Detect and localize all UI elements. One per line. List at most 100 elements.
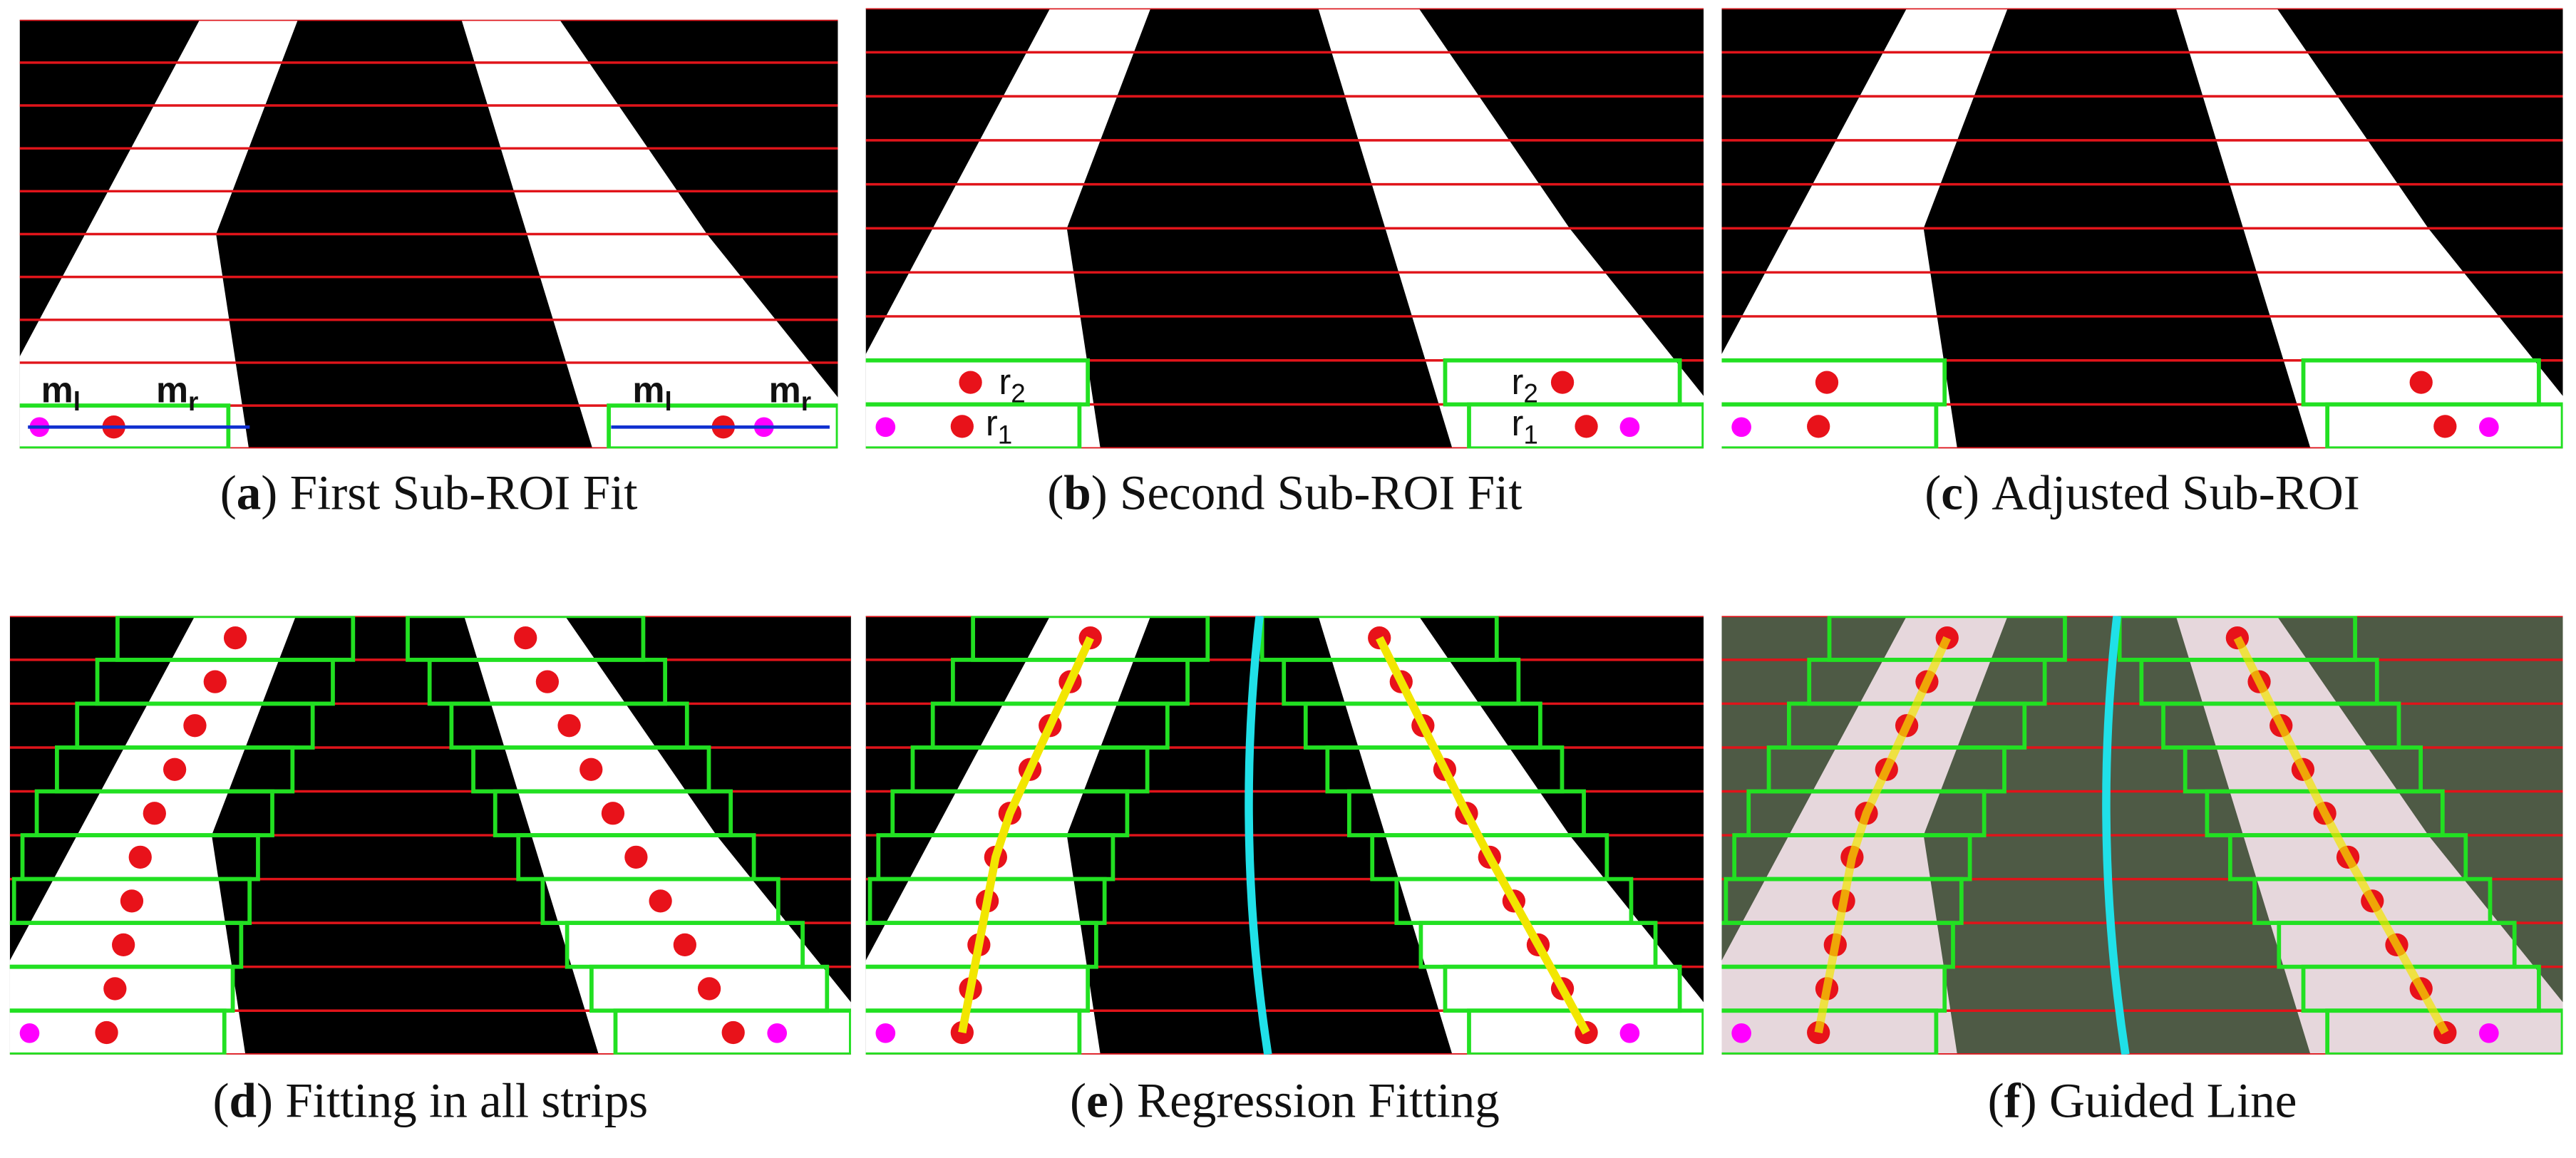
centroid: [557, 714, 581, 738]
centroid: [203, 670, 227, 693]
caption-bracket: ): [261, 465, 277, 520]
panel-image: [19, 19, 838, 449]
caption-bracket: (: [1925, 465, 1941, 520]
roi-label: r1: [1511, 403, 1537, 450]
reference-point: [1731, 417, 1751, 438]
label-text: m: [41, 370, 73, 410]
regression-line: [1814, 636, 1951, 1034]
caption: (f) Guided Line: [1988, 1072, 2297, 1127]
centroid: [128, 845, 152, 869]
label-text: r: [1511, 361, 1523, 402]
centroid: [223, 626, 247, 650]
caption-letter: c: [1941, 465, 1963, 520]
caption-letter: f: [2004, 1072, 2021, 1127]
label-sub: r: [801, 387, 811, 416]
label-text: r: [986, 403, 998, 443]
caption: (e) Regression Fitting: [1070, 1072, 1500, 1127]
reference-point: [1619, 417, 1640, 438]
centroid: [103, 977, 127, 1001]
sub-roi: [2301, 358, 2541, 407]
centroid: [143, 802, 166, 825]
centroid: [1807, 415, 1830, 438]
caption-text: Guided Line: [2049, 1072, 2297, 1127]
sub-roi: [607, 403, 838, 449]
label-text: m: [632, 370, 664, 410]
sub-roi: [865, 358, 1091, 407]
sub-roi: [971, 616, 1210, 662]
centroid: [2409, 371, 2433, 394]
caption-bracket: (: [1070, 1072, 1086, 1127]
centroid: [673, 933, 696, 957]
centroid: [579, 758, 603, 781]
caption-text: Fitting in all strips: [285, 1072, 648, 1127]
caption-letter: d: [230, 1072, 257, 1127]
label-sub: l: [73, 387, 81, 416]
centroid: [514, 626, 537, 650]
centroid: [721, 1020, 745, 1045]
panel: (e) Regression Fitting: [865, 616, 1704, 1127]
reference-point: [1731, 1023, 1751, 1043]
centroid: [120, 889, 144, 913]
centroid: [950, 415, 974, 438]
caption-space: [277, 465, 289, 520]
sub-roi: [1827, 616, 2067, 662]
guided-line: [1245, 616, 1272, 1055]
panel: (d) Fitting in all strips: [9, 616, 851, 1127]
panel-image: [1721, 8, 2563, 449]
sub-roi: [1443, 358, 1682, 407]
roi-label: r2: [1511, 361, 1537, 408]
regression-line: [958, 636, 1094, 1034]
sub-roi: [2117, 616, 2357, 662]
roi-label: mr: [156, 370, 198, 417]
roi-label: r1: [986, 403, 1012, 450]
centroid: [649, 889, 672, 913]
caption-space: [2037, 1072, 2049, 1127]
panel: (f) Guided Line: [1721, 616, 2563, 1127]
label-sub: r: [188, 387, 198, 416]
label-sub: 1: [1523, 420, 1538, 449]
label-text: r: [1511, 403, 1523, 443]
reference-point: [875, 417, 896, 438]
roi-label: mr: [769, 370, 811, 417]
centroid: [1575, 415, 1598, 438]
label-sub: 2: [1523, 379, 1538, 408]
sub-roi: [1721, 358, 1947, 407]
label-text: m: [769, 370, 801, 410]
caption-text: Regression Fitting: [1137, 1072, 1500, 1127]
centroid: [1815, 371, 1839, 394]
caption: (c) Adjusted Sub-ROI: [1925, 465, 2360, 520]
label-sub: 2: [1011, 379, 1026, 408]
panel-image: [865, 8, 1704, 449]
centroid: [112, 933, 135, 957]
panel: (c) Adjusted Sub-ROI: [1721, 8, 2563, 520]
caption-bracket: ): [1963, 465, 1979, 520]
panel-image: [1721, 616, 2563, 1055]
reference-point: [2479, 417, 2499, 438]
label-sub: 1: [998, 420, 1012, 449]
caption-letter: e: [1086, 1072, 1108, 1127]
caption-letter: b: [1063, 465, 1091, 520]
centroid: [624, 845, 648, 869]
regression-line: [1376, 636, 1590, 1035]
centroid: [959, 371, 982, 394]
label-text: m: [156, 370, 188, 410]
caption: (a) First Sub-ROI Fit: [220, 465, 638, 520]
caption-text: Second Sub-ROI Fit: [1120, 465, 1523, 520]
regression-line: [2233, 636, 2449, 1035]
caption: (b) Second Sub-ROI Fit: [1047, 465, 1522, 520]
reference-point: [767, 1023, 788, 1043]
caption-bracket: (: [1047, 465, 1063, 520]
caption-bracket: (: [220, 465, 237, 520]
centroid: [163, 758, 187, 781]
panel-image: [9, 616, 851, 1055]
label-text: r: [999, 361, 1011, 402]
caption-space: [273, 1072, 285, 1127]
reference-point: [875, 1023, 896, 1043]
caption-bracket: (: [213, 1072, 230, 1127]
caption-bracket: ): [1108, 1072, 1125, 1127]
centroid: [535, 670, 560, 693]
sub-roi: [406, 616, 646, 662]
